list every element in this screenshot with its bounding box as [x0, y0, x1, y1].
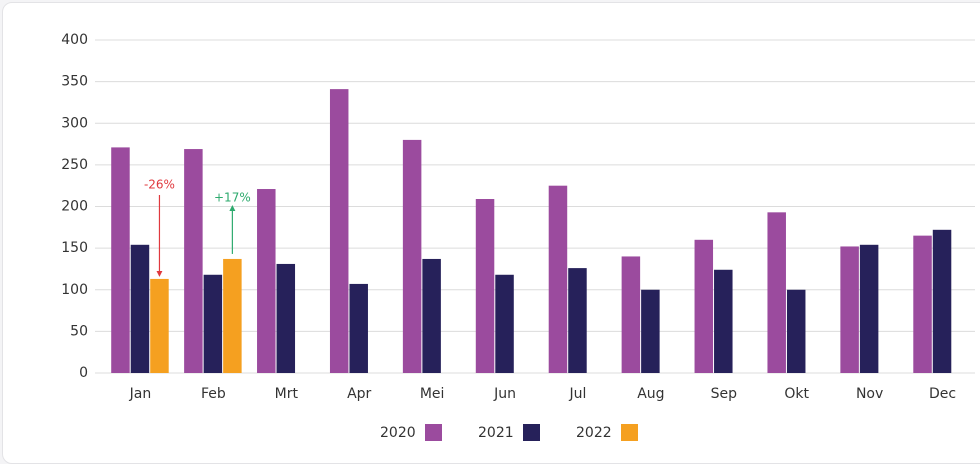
- x-tick-label: Dec: [929, 386, 956, 402]
- y-tick-label: 300: [61, 115, 88, 131]
- y-tick-label: 100: [61, 282, 88, 298]
- annotation: -26%: [144, 178, 175, 192]
- bar: [767, 212, 786, 373]
- bar: [276, 263, 296, 373]
- bar: [621, 256, 641, 373]
- bar: [694, 239, 714, 373]
- bar: [150, 278, 169, 373]
- x-tick-label: Apr: [347, 386, 371, 402]
- bar: [203, 274, 223, 373]
- bar: [859, 244, 879, 373]
- bar: [184, 149, 203, 373]
- y-tick-label: 50: [70, 323, 88, 339]
- legend-swatch: [621, 424, 638, 441]
- chart: 0 50 100 150 200 250 300 350 400 Jan Feb Mrt Apr Mei J…: [61, 32, 975, 441]
- bar: [568, 268, 587, 373]
- x-tick-label: Okt: [784, 386, 809, 402]
- y-tick-label: 350: [61, 74, 88, 90]
- bar: [111, 147, 130, 373]
- y-tick-label: 200: [61, 199, 88, 215]
- x-tick-label: Mrt: [275, 386, 299, 402]
- x-tick-label: Aug: [637, 386, 664, 402]
- bar: [932, 229, 952, 373]
- legend-label: 2021: [478, 425, 514, 441]
- x-tick-label: Feb: [201, 386, 226, 402]
- legend-label: 2020: [380, 425, 416, 441]
- y-tick-label: 400: [61, 32, 88, 48]
- y-tick-label: 150: [61, 240, 88, 256]
- bar: [641, 289, 660, 373]
- y-tick-label: 0: [79, 365, 88, 381]
- bar: [257, 189, 276, 373]
- bar: [786, 289, 806, 373]
- bar: [349, 283, 368, 373]
- bar: [223, 258, 242, 373]
- x-tick-label: Jun: [493, 386, 516, 402]
- bar: [548, 185, 568, 373]
- bar: [130, 244, 150, 373]
- x-tick-label: Sep: [711, 386, 738, 402]
- bar: [714, 269, 733, 373]
- bar: [422, 258, 441, 373]
- y-tick-label: 250: [61, 157, 88, 173]
- x-tick-label: Mei: [420, 386, 445, 402]
- annotation: +17%: [214, 191, 251, 205]
- bar: [402, 139, 422, 373]
- x-tick-label: Nov: [856, 386, 883, 402]
- bar: [913, 235, 932, 373]
- bar: [495, 274, 514, 373]
- legend-swatch: [425, 424, 442, 441]
- bar: [329, 89, 349, 374]
- x-tick-label: Jul: [569, 386, 587, 402]
- bar: [840, 246, 859, 373]
- legend-swatch: [523, 424, 540, 441]
- legend-label: 2022: [576, 425, 612, 441]
- x-tick-label: Jan: [129, 386, 152, 402]
- bar: [475, 199, 495, 373]
